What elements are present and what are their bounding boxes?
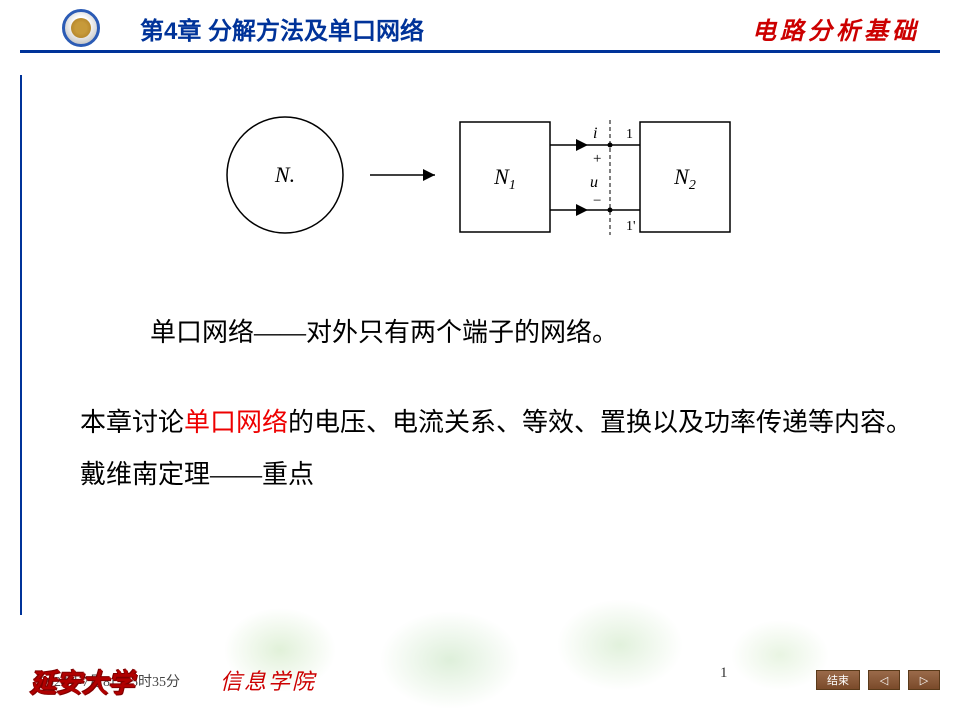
department-name: 信息学院 — [220, 664, 316, 696]
end-button[interactable]: 结束 — [816, 670, 860, 690]
next-button[interactable]: ▷ — [908, 670, 940, 690]
box-n1-label: N1 — [493, 164, 516, 193]
discuss-suffix: 的电压、电流关系、等效、置换以及功率传递等内容。 — [288, 408, 912, 437]
left-vertical-bar — [20, 75, 22, 615]
terminal-1: 1 — [626, 127, 633, 142]
prev-button[interactable]: ◁ — [868, 670, 900, 690]
nav-button-group: 结束 ◁ ▷ — [816, 670, 940, 690]
network-diagram: N. N1 N2 i 1 1' + u − — [210, 90, 750, 280]
page-number: 1 — [720, 665, 728, 682]
content-area: N. N1 N2 i 1 1' + u − 单口网络——对外只有两个端子的网络。… — [40, 70, 920, 501]
minus-label: − — [593, 193, 601, 209]
chapter-title: 第4章 分解方法及单口网络 — [140, 11, 424, 46]
discussion-paragraph: 本章讨论单口网络的电压、电流关系、等效、置换以及功率传递等内容。 戴维南定理——… — [80, 397, 920, 501]
circle-label: N. — [274, 162, 295, 187]
university-name: 延安大学 — [30, 663, 134, 700]
header-divider — [20, 50, 940, 53]
university-logo — [62, 9, 100, 47]
course-title: 电路分析基础 — [752, 11, 920, 46]
discuss-prefix: 本章讨论 — [80, 408, 184, 437]
current-label: i — [593, 125, 597, 142]
plus-label: + — [593, 151, 601, 167]
discuss-red-term: 单口网络 — [184, 408, 288, 437]
voltage-label: u — [590, 174, 598, 191]
definition-line: 单口网络——对外只有两个端子的网络。 — [150, 310, 920, 357]
footer-bar: 2024年7月8日15时35分 延安大学 信息学院 1 结束 ◁ ▷ — [0, 660, 960, 710]
definition-text: 单口网络——对外只有两个端子的网络。 — [150, 318, 618, 347]
header-bar: 第4章 分解方法及单口网络 电路分析基础 — [0, 8, 960, 48]
thevenin-line: 戴维南定理——重点 — [80, 460, 314, 489]
terminal-1p: 1' — [626, 219, 636, 234]
box-n2-label: N2 — [673, 164, 696, 193]
